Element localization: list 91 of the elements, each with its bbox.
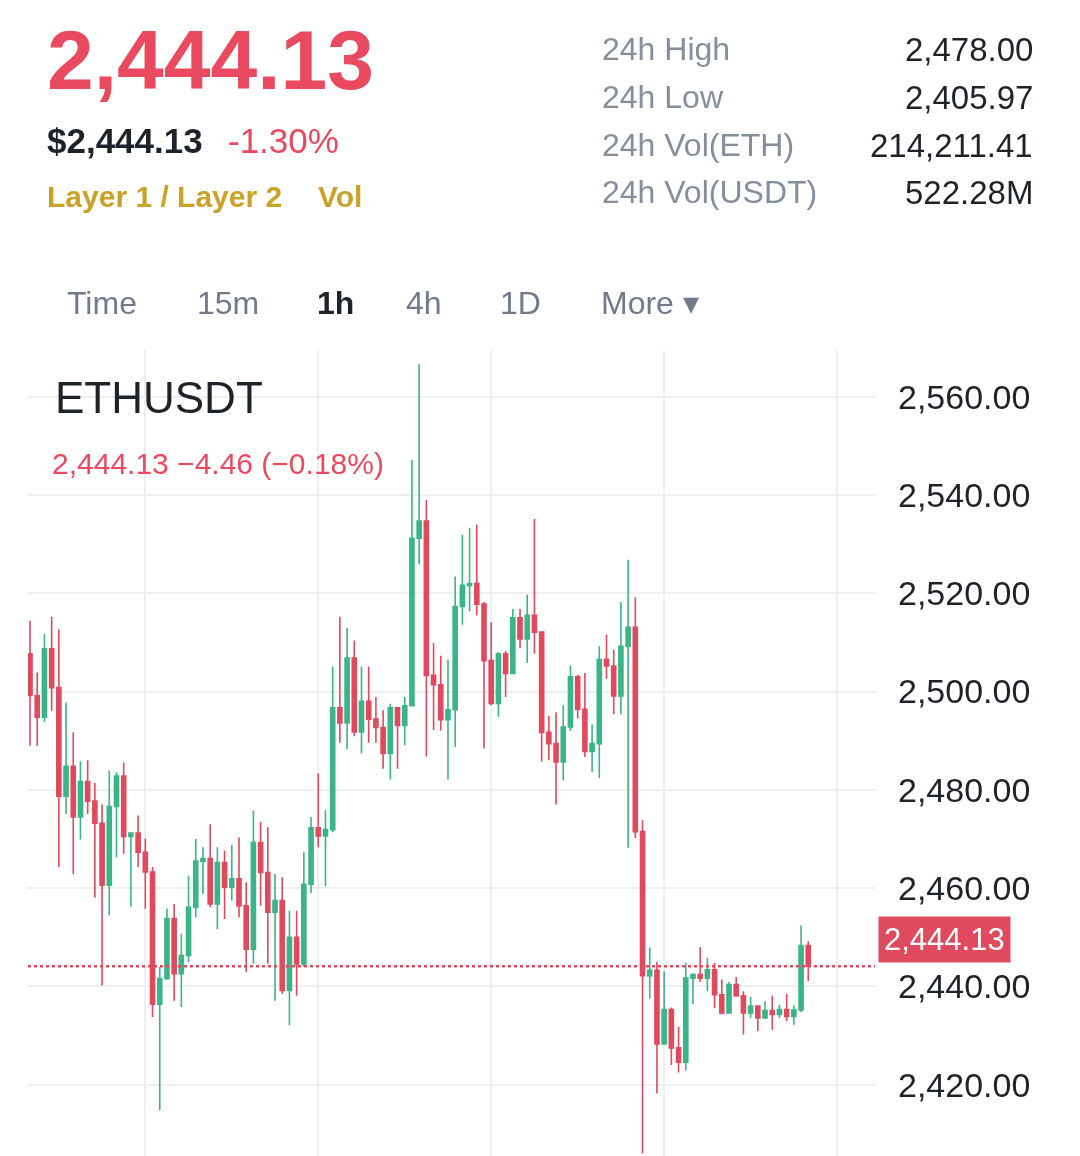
text: 24h High xyxy=(602,31,731,67)
candlestick xyxy=(120,762,127,855)
text: 24h Vol(USDT) xyxy=(602,174,818,210)
candlestick xyxy=(560,704,567,782)
text: Layer 1 / Layer 2 xyxy=(47,180,283,213)
text: 2,444.13 xyxy=(47,13,374,107)
candlestick xyxy=(459,533,466,626)
candlestick xyxy=(466,527,473,613)
candlestick xyxy=(221,850,228,920)
text: 1h xyxy=(317,285,355,321)
candlestick xyxy=(437,654,444,732)
candlestick xyxy=(106,769,113,916)
candlestick xyxy=(286,909,293,1027)
candlestick xyxy=(358,665,365,755)
candlestick xyxy=(762,1000,768,1020)
ref-line-label: 2,444.13 xyxy=(884,922,1005,957)
candlestick xyxy=(322,809,329,887)
text: 4h xyxy=(406,285,442,321)
candlestick xyxy=(769,994,776,1031)
candlestick xyxy=(113,771,120,858)
candlestick xyxy=(48,616,55,712)
candlestick xyxy=(733,976,740,998)
text: 24h Low xyxy=(602,79,724,115)
y-tick-label: 2,440.00 xyxy=(898,967,1031,1006)
candlestick xyxy=(257,821,264,907)
text: 15m xyxy=(197,285,260,321)
candlestick xyxy=(502,649,509,698)
text: 214,211.41 xyxy=(870,127,1033,164)
candlestick xyxy=(567,664,574,732)
candlestick xyxy=(84,759,91,815)
text: ETHUSDT xyxy=(55,373,263,423)
candlestick xyxy=(755,1005,761,1032)
candlestick xyxy=(56,628,62,868)
candlestick xyxy=(250,809,257,965)
candlestick xyxy=(41,633,48,723)
candlestick xyxy=(77,760,84,841)
candlestick xyxy=(610,648,617,715)
y-tick-label: 2,500.00 xyxy=(898,672,1031,711)
candlestick xyxy=(178,933,185,1008)
candlestick xyxy=(272,873,278,1002)
candlestick xyxy=(185,875,192,964)
candlestick xyxy=(531,518,538,655)
text: -1.30% xyxy=(228,121,339,160)
text: 2,478.00 xyxy=(905,31,1034,68)
candlestick xyxy=(135,814,141,868)
y-tick-label: 2,520.00 xyxy=(898,574,1031,613)
candlestick xyxy=(142,837,149,910)
candlestick xyxy=(394,706,401,770)
y-tick-label: 2,540.00 xyxy=(898,475,1031,514)
text: 2,405.97 xyxy=(905,79,1034,116)
candlestick xyxy=(423,499,430,758)
text: 1D xyxy=(500,285,541,321)
candlestick xyxy=(63,701,69,815)
candlestick xyxy=(228,844,235,902)
candlestick xyxy=(747,995,754,1019)
y-tick-label: 2,480.00 xyxy=(898,770,1031,809)
candlestick xyxy=(207,823,213,909)
candlestick xyxy=(517,608,523,650)
candlestick xyxy=(351,639,358,738)
candlestick xyxy=(783,993,790,1023)
candlestick xyxy=(726,981,732,1014)
y-tick-label: 2,560.00 xyxy=(898,377,1031,416)
candlestick xyxy=(214,846,221,930)
candlestick xyxy=(603,633,610,680)
candlestick xyxy=(510,608,516,675)
text: Vol xyxy=(318,180,363,213)
y-tick-label: 2,420.00 xyxy=(898,1065,1031,1104)
candlestick xyxy=(718,978,725,1016)
candlestick xyxy=(344,626,350,750)
candlestick xyxy=(524,593,531,664)
candlestick xyxy=(337,616,343,744)
y-tick-label: 2,460.00 xyxy=(898,869,1031,908)
candlestick xyxy=(329,665,336,833)
candlestick xyxy=(646,946,653,1000)
candlestick xyxy=(430,642,437,731)
text: 24h Vol(ETH) xyxy=(602,127,795,163)
candlestick xyxy=(675,1025,682,1074)
candlestick xyxy=(70,731,77,875)
candlestick xyxy=(128,831,134,908)
candlestick xyxy=(661,970,667,1045)
text: Time xyxy=(67,285,137,321)
text: $2,444.13 xyxy=(47,121,203,160)
text: 522.28M xyxy=(905,174,1034,211)
candlestick xyxy=(387,703,394,781)
text: More ▾ xyxy=(601,285,699,321)
candlestick xyxy=(668,1006,675,1066)
candlestick xyxy=(740,990,747,1036)
candlestick xyxy=(538,631,545,763)
text: 2,444.13 −4.46 (−0.18%) xyxy=(52,447,384,480)
candlestick xyxy=(704,957,711,993)
candlestick xyxy=(315,772,322,849)
